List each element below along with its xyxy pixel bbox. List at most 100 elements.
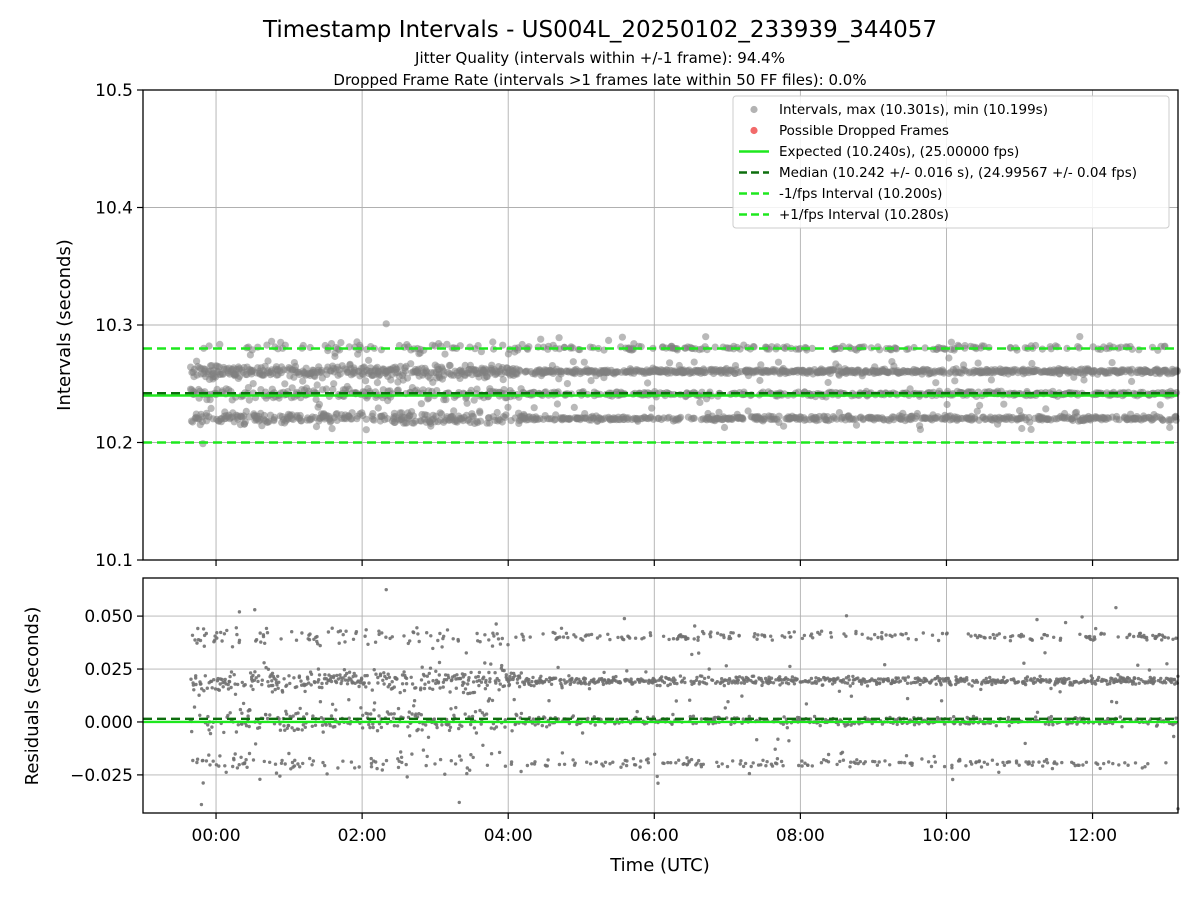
- data-point: [1030, 763, 1035, 767]
- data-point: [490, 644, 495, 648]
- data-point: [648, 633, 653, 638]
- data-point: [715, 408, 723, 416]
- data-point: [900, 633, 905, 637]
- data-point: [1120, 725, 1124, 729]
- data-point: [288, 384, 296, 392]
- data-point: [337, 339, 345, 347]
- data-point: [265, 631, 270, 635]
- data-point: [192, 705, 197, 709]
- data-point: [485, 419, 494, 427]
- data-point: [419, 678, 424, 682]
- data-point: [701, 762, 705, 766]
- data-point: [687, 760, 691, 764]
- data-point: [849, 760, 853, 764]
- data-point: [360, 726, 365, 730]
- data-point: [442, 396, 450, 404]
- data-point: [700, 674, 704, 678]
- data-point: [852, 421, 861, 429]
- data-point: [311, 759, 316, 763]
- data-point: [268, 760, 272, 764]
- data-point: [273, 687, 277, 692]
- data-point: [846, 674, 851, 679]
- data-point: [341, 633, 345, 637]
- data-point: [847, 678, 851, 682]
- data-point: [402, 670, 406, 674]
- data-point: [1008, 639, 1013, 643]
- data-point: [809, 676, 814, 681]
- data-point: [779, 678, 783, 682]
- data-point: [533, 723, 537, 727]
- data-point: [1037, 760, 1041, 764]
- data-point: [722, 635, 726, 640]
- data-point: [715, 760, 719, 764]
- data-point: [354, 674, 358, 678]
- data-point: [592, 677, 596, 681]
- data-point: [1030, 638, 1035, 642]
- data-point: [422, 686, 427, 691]
- data-point: [593, 723, 597, 727]
- data-point: [367, 722, 371, 727]
- data-point: [412, 630, 416, 635]
- data-point: [277, 680, 281, 684]
- data-point: [1153, 679, 1157, 683]
- data-point: [405, 775, 409, 779]
- data-point: [449, 707, 453, 711]
- data-point: [808, 344, 816, 352]
- data-point: [347, 716, 351, 720]
- data-point: [364, 628, 368, 632]
- data-point: [232, 758, 236, 762]
- data-point: [368, 725, 372, 730]
- data-point: [404, 762, 408, 767]
- data-point: [1133, 676, 1137, 680]
- data-point: [497, 750, 502, 755]
- data-point: [478, 640, 482, 644]
- data-point: [424, 723, 428, 727]
- data-point: [198, 713, 202, 717]
- data-point: [601, 764, 605, 768]
- data-point: [675, 681, 679, 686]
- data-point: [301, 761, 305, 766]
- data-point: [769, 676, 774, 680]
- data-point: [473, 385, 481, 393]
- data-point: [1041, 764, 1045, 768]
- data-point: [257, 674, 261, 678]
- data-point: [434, 723, 439, 727]
- data-point: [420, 728, 424, 732]
- data-point: [298, 706, 302, 711]
- data-point: [674, 699, 678, 703]
- data-point: [722, 683, 726, 688]
- data-point: [318, 700, 323, 704]
- data-point: [702, 333, 710, 341]
- data-point: [310, 724, 314, 728]
- data-point: [662, 761, 666, 766]
- data-point: [1017, 763, 1021, 767]
- data-point: [1107, 760, 1111, 764]
- data-point: [402, 688, 407, 693]
- data-point: [1118, 715, 1123, 719]
- data-point: [349, 760, 354, 764]
- data-point: [487, 697, 492, 701]
- data-point: [633, 680, 637, 684]
- data-point: [220, 639, 224, 643]
- data-point: [696, 635, 700, 639]
- data-point: [248, 346, 256, 354]
- data-point: [1048, 679, 1053, 683]
- data-point: [408, 734, 412, 738]
- y-tick-label: 10.5: [95, 81, 133, 101]
- data-point: [583, 677, 588, 681]
- data-point: [298, 765, 302, 769]
- legend-marker-dropped: [750, 126, 758, 135]
- data-point: [492, 634, 496, 638]
- data-point: [410, 752, 414, 756]
- data-point: [621, 762, 625, 766]
- data-point: [560, 751, 565, 755]
- data-point: [1157, 632, 1162, 637]
- data-point: [877, 760, 881, 764]
- data-point: [776, 737, 780, 741]
- data-point: [644, 679, 648, 683]
- data-point: [311, 714, 315, 718]
- data-point: [466, 682, 470, 686]
- data-point: [447, 676, 451, 680]
- data-point: [268, 337, 276, 345]
- data-point: [274, 771, 279, 775]
